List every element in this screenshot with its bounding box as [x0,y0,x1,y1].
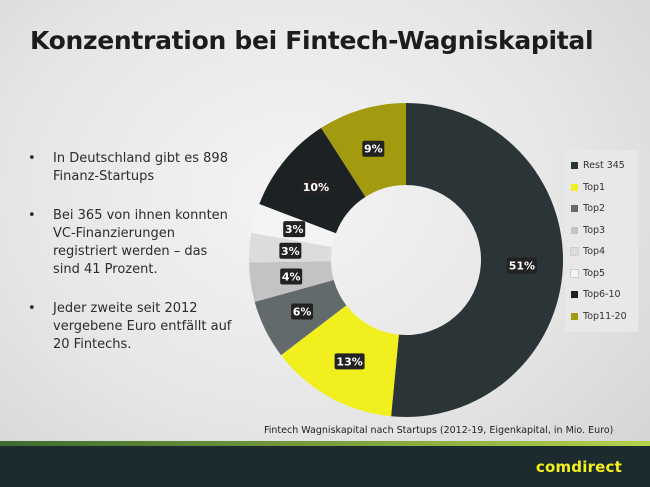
data-label: 3% [279,242,302,259]
chart-legend: Rest 345 Top1 Top2 Top3 Top4 Top5 Top6-10 Top11… [565,150,638,332]
svg-text:3%: 3% [281,245,300,258]
data-label: 10% [300,178,331,195]
legend-label: Top4 [583,246,606,258]
legend-item: Top5 [565,263,638,285]
bullet-list: In Deutschland gibt es 898 Finanz-Startu… [28,150,238,375]
legend-item: Rest 345 [565,155,638,177]
chart-caption: Fintech Wagniskapital nach Startups (201… [264,425,614,436]
legend-label: Top3 [583,224,606,236]
donut-segment-rest-345 [391,103,563,417]
legend-label: Top11-20 [583,310,627,322]
footer-accent-line [0,441,650,446]
bullet-item: Jeder zweite seit 2012 vergebene Euro en… [28,300,238,354]
data-label: 4% [280,268,303,285]
legend-swatch [571,312,578,320]
svg-text:13%: 13% [336,355,362,368]
data-label: 6% [291,303,314,320]
svg-text:4%: 4% [282,271,301,284]
legend-item: Top1 [565,177,638,199]
svg-text:6%: 6% [293,306,312,319]
data-label: 13% [334,353,365,370]
bullet-item: In Deutschland gibt es 898 Finanz-Startu… [28,150,238,186]
slide-title: Konzentration bei Fintech-Wagniskapital [30,26,594,55]
svg-text:9%: 9% [364,143,383,156]
legend-item: Top2 [565,198,638,220]
footer-bar: comdirect [0,446,650,487]
legend-swatch [571,205,578,213]
legend-label: Top5 [583,267,606,279]
legend-item: Top6-10 [565,284,638,306]
svg-text:3%: 3% [285,223,304,236]
legend-swatch [571,291,578,299]
legend-swatch [571,162,578,170]
data-label: 51% [506,257,537,274]
legend-swatch [570,247,579,257]
svg-text:51%: 51% [509,260,535,273]
legend-swatch [570,268,579,278]
legend-label: Rest 345 [583,160,625,172]
legend-item: Top4 [565,241,638,263]
brand-logo: comdirect [535,458,622,476]
legend-item: Top3 [565,220,638,242]
data-label: 3% [283,221,306,238]
data-label: 9% [362,140,385,157]
legend-label: Top2 [583,203,606,215]
bullet-item: Bei 365 von ihnen konnten VC-Finanzierun… [28,207,238,279]
legend-label: Top6-10 [583,289,621,301]
legend-swatch [571,226,578,234]
legend-label: Top1 [583,181,606,193]
legend-swatch [571,183,578,191]
legend-item: Top11-20 [565,306,638,328]
svg-text:10%: 10% [303,181,329,194]
